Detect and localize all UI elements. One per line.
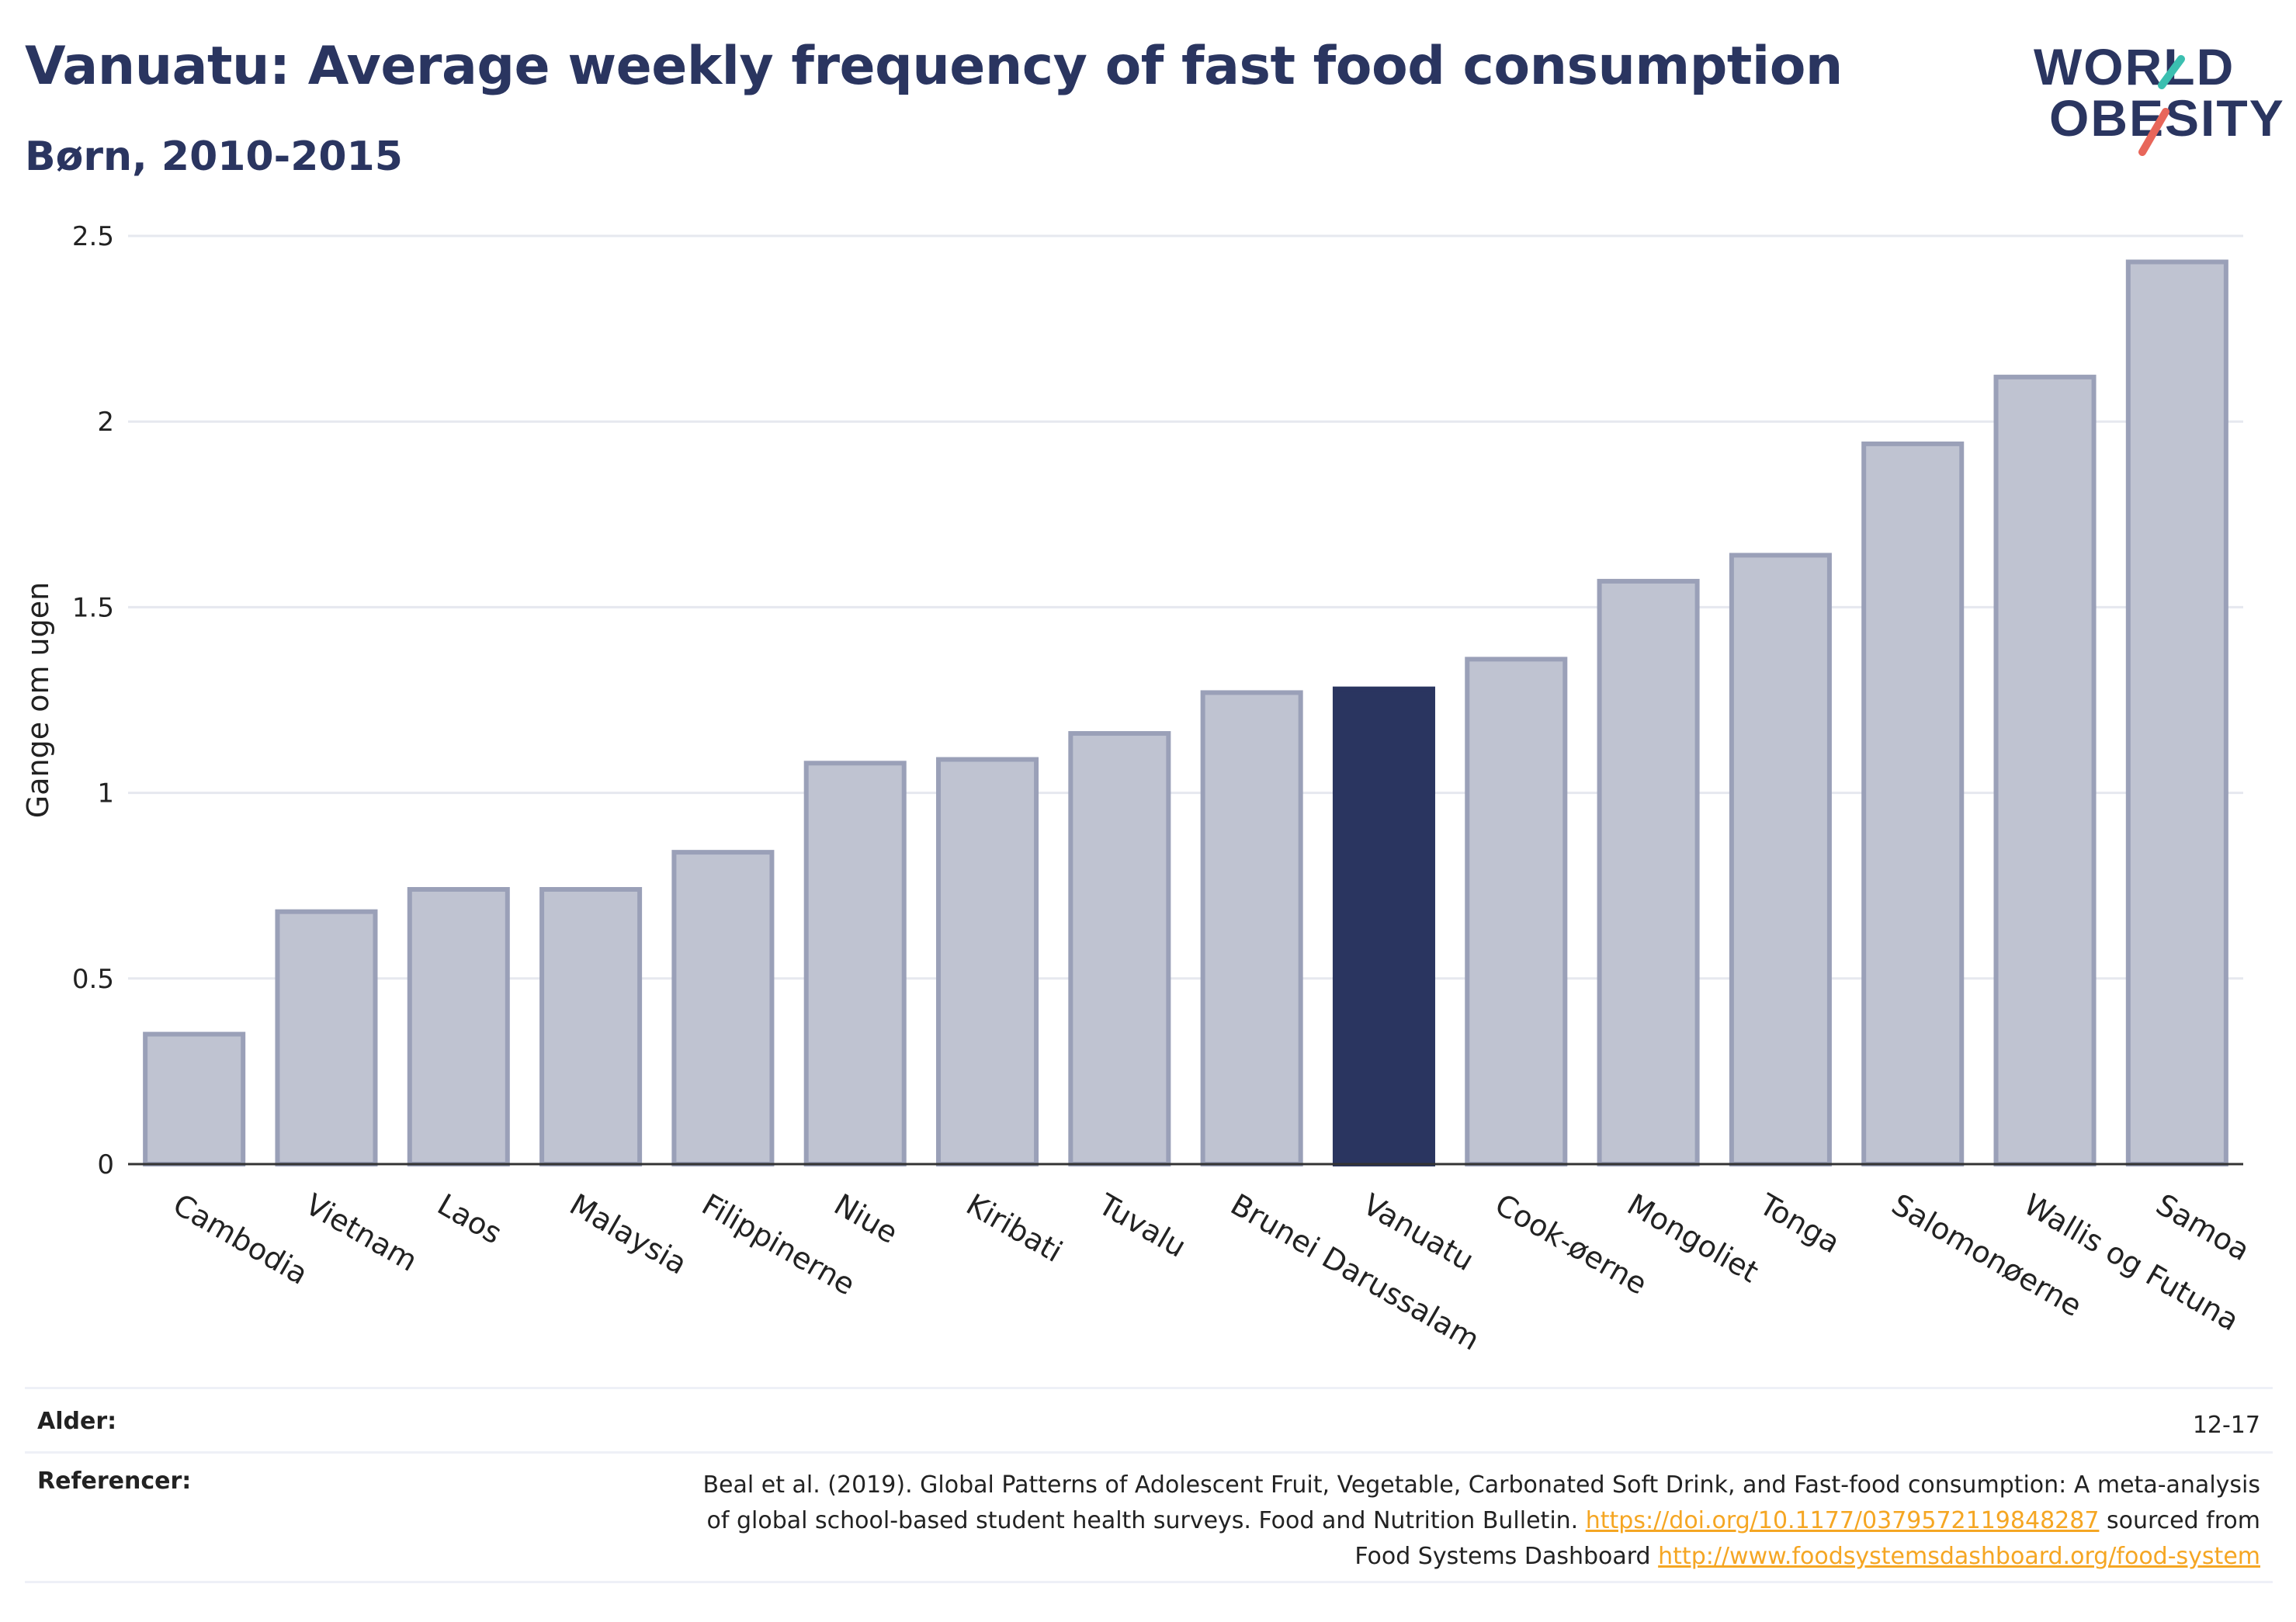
- x-tick-label: Samoa: [2150, 1187, 2255, 1268]
- bar: [1861, 441, 1965, 1166]
- info-divider-top: [25, 1387, 2273, 1389]
- age-row: Alder: 12-17: [25, 1408, 2273, 1454]
- references-line1: Beal et al. (2019). Global Patterns of A…: [702, 1471, 2260, 1499]
- y-tick-label: 0: [97, 1149, 114, 1180]
- x-tick-label: Tonga: [1753, 1187, 1846, 1260]
- x-tick-label: Kiribati: [961, 1187, 1069, 1269]
- y-tick-label: 0.5: [72, 964, 114, 995]
- x-tick-label: Vietnam: [300, 1187, 423, 1278]
- info-divider-bottom: [25, 1581, 2273, 1583]
- x-tick-label: Cambodia: [168, 1187, 314, 1291]
- chart-subtitle: Børn, 2010-2015: [25, 133, 403, 180]
- world-obesity-logo: WORLD OBESITY: [2018, 37, 2284, 169]
- references-dashboard-text: Food Systems Dashboard: [1354, 1543, 1651, 1570]
- bar: [1332, 686, 1435, 1166]
- dashboard-link[interactable]: http://www.foodsystemsdashboard.org/food…: [1658, 1543, 2260, 1570]
- age-value: 12-17: [2192, 1412, 2260, 1439]
- references-label: Referencer:: [37, 1468, 192, 1495]
- doi-link[interactable]: https://doi.org/10.1177/0379572119848287: [1585, 1507, 2100, 1534]
- references-line2-text: of global school-based student health su…: [706, 1507, 1579, 1534]
- bar: [1993, 374, 2097, 1167]
- bar: [1068, 731, 1171, 1166]
- references-line3: Food Systems Dashboard http://www.foodsy…: [702, 1539, 2260, 1575]
- x-tick-label: Malaysia: [564, 1187, 693, 1281]
- bar: [2125, 259, 2228, 1166]
- bar: [1729, 553, 1832, 1166]
- age-label: Alder:: [37, 1408, 117, 1435]
- x-tick-label: Brunei Darussalam: [1225, 1187, 1485, 1357]
- y-tick-label: 1: [97, 778, 114, 809]
- y-tick-label: 2.5: [72, 221, 114, 252]
- x-tick-label: Niue: [828, 1187, 903, 1250]
- bar: [275, 909, 378, 1166]
- logo-line1: WORLD: [2034, 38, 2235, 95]
- bar: [407, 886, 510, 1166]
- bar: [1465, 657, 1568, 1166]
- bar: [143, 1031, 246, 1167]
- bar: [1597, 578, 1700, 1166]
- x-tick-label: Laos: [432, 1187, 508, 1251]
- bar: [539, 886, 643, 1166]
- y-axis-title: Gange om ugen: [21, 582, 55, 818]
- bar: [936, 757, 1039, 1166]
- x-tick-label: Tuvalu: [1092, 1187, 1191, 1264]
- x-tick-label: Wallis og Futuna: [2018, 1187, 2245, 1338]
- logo-slash-icon: [2138, 55, 2185, 156]
- bar: [671, 850, 775, 1166]
- y-tick-label: 1.5: [72, 592, 114, 623]
- references-line2: of global school-based student health su…: [702, 1503, 2260, 1539]
- bar: [1200, 690, 1303, 1166]
- y-tick-label: 2: [97, 407, 114, 438]
- bar: [803, 761, 907, 1166]
- info-divider-middle: [25, 1451, 2273, 1454]
- references-sourced-text: sourced from: [2106, 1507, 2260, 1534]
- references-text: Beal et al. (2019). Global Patterns of A…: [702, 1468, 2260, 1575]
- chart-title: Vanuatu: Average weekly frequency of fas…: [25, 36, 1843, 97]
